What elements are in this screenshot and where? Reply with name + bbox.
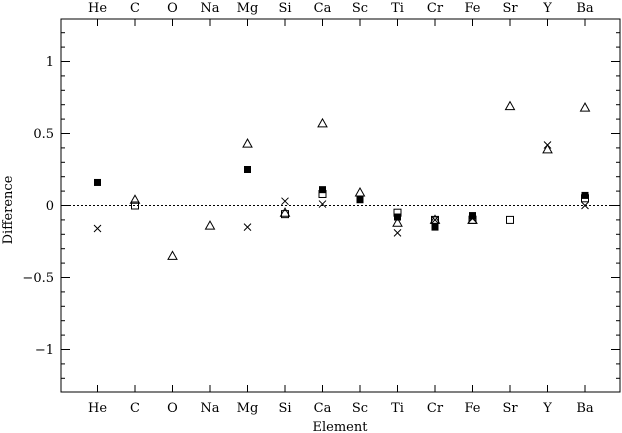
- open-triangle-marker: [167, 250, 178, 260]
- open-triangle-marker: [579, 102, 591, 112]
- x-tick-label-bottom: Fe: [464, 401, 480, 416]
- x-tick-label-bottom: Ti: [391, 401, 404, 416]
- filled-square-marker: [244, 166, 251, 173]
- x-tick-label-bottom: C: [130, 401, 140, 416]
- y-axis-title: Difference: [1, 175, 16, 244]
- cross-marker: [581, 201, 589, 210]
- open-triangle-marker: [392, 217, 403, 227]
- x-tick-label-top: Fe: [464, 1, 480, 16]
- cross-marker: [93, 224, 102, 233]
- open-triangle-marker: [317, 117, 328, 128]
- x-tick-label-bottom: Sr: [502, 401, 518, 416]
- y-tick-label: 0: [46, 199, 54, 214]
- x-tick-label-top: Ca: [314, 1, 332, 16]
- open-square-marker: [131, 201, 139, 210]
- filled-square-marker: [94, 178, 101, 186]
- axis-ticks: [61, 19, 620, 392]
- cross-marker: [393, 229, 402, 237]
- x-tick-label-top: Sc: [352, 1, 368, 16]
- top-category-labels: He C O Na Mg Si Ca Sc Ti Cr Fe Sr Y Ba: [88, 1, 594, 16]
- filled-square-marker: [394, 213, 401, 221]
- x-tick-label-top: Mg: [237, 1, 259, 16]
- cross-marker: [543, 141, 552, 149]
- filled-square-marker: [319, 186, 326, 194]
- x-tick-label-top: Sr: [502, 1, 518, 16]
- cross-marker: [318, 200, 327, 208]
- filled-square-marker: [431, 223, 439, 231]
- y-tick-labels: −1 −0.5 0 0.5 1: [22, 55, 54, 358]
- open-triangle-marker: [504, 100, 516, 111]
- x-tick-label-bottom: Ca: [314, 401, 332, 416]
- x-tick-label-top: Ti: [391, 1, 404, 16]
- filled-square-marker: [581, 191, 589, 199]
- x-tick-label-bottom: Sc: [352, 401, 368, 416]
- plot-frame: [60, 18, 621, 393]
- x-tick-label-top: O: [167, 1, 178, 16]
- x-tick-label-bottom: Cr: [427, 401, 444, 416]
- y-tick-label: 1: [46, 55, 54, 70]
- open-square-marker: [318, 189, 327, 198]
- y-tick-label: −0.5: [22, 271, 54, 286]
- x-tick-label-bottom: Y: [542, 401, 552, 416]
- x-tick-label-bottom: Si: [278, 401, 291, 416]
- x-tick-label-top: Ba: [576, 1, 594, 16]
- x-tick-label-top: He: [88, 1, 107, 16]
- x-axis-title: Element: [313, 420, 369, 433]
- y-tick-label: −1: [35, 343, 54, 358]
- open-triangle-marker: [542, 143, 553, 154]
- x-tick-label-bottom: He: [88, 401, 107, 416]
- open-triangle-marker: [429, 214, 441, 224]
- filled-square-marker: [356, 196, 364, 204]
- bottom-category-labels: He C O Na Mg Si Ca Sc Ti Cr Fe Sr Y Ba: [88, 401, 594, 416]
- open-square-marker: [393, 208, 402, 217]
- data-markers: [93, 100, 591, 260]
- open-triangle-marker: [279, 207, 291, 217]
- open-triangle-marker: [467, 214, 478, 224]
- x-tick-label-bottom: Na: [200, 401, 219, 416]
- x-tick-label-top: Cr: [427, 1, 444, 16]
- x-tick-label-top: Si: [278, 1, 291, 16]
- y-tick-label: 0.5: [33, 127, 54, 142]
- open-triangle-marker: [242, 138, 253, 148]
- cross-marker: [468, 214, 477, 223]
- open-square-marker: [581, 194, 589, 203]
- x-tick-label-bottom: Ba: [576, 401, 594, 416]
- cross-marker: [281, 197, 289, 206]
- cross-marker: [243, 223, 252, 231]
- open-triangle-marker: [354, 187, 366, 197]
- open-triangle-marker: [204, 220, 216, 230]
- x-tick-label-top: Na: [200, 1, 219, 16]
- open-square-marker: [506, 215, 514, 224]
- x-tick-label-top: Y: [542, 1, 552, 16]
- open-triangle-marker: [129, 194, 141, 204]
- cross-marker: [431, 216, 439, 224]
- x-tick-label-bottom: O: [167, 401, 178, 416]
- x-tick-label-bottom: Mg: [237, 401, 259, 416]
- x-tick-label-top: C: [130, 1, 140, 16]
